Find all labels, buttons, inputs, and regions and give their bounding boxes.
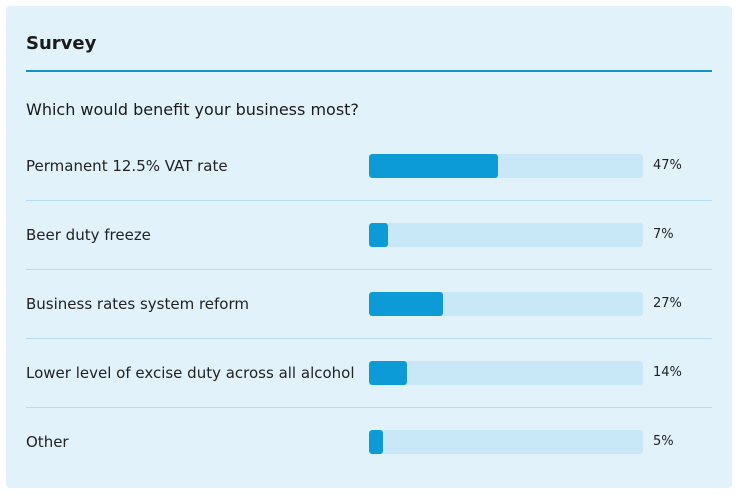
option-label: Other xyxy=(26,433,69,451)
option-label: Business rates system reform xyxy=(26,295,250,313)
survey-question: Which would benefit your business most? xyxy=(26,100,359,119)
survey-options: Permanent 12.5% VAT rate 47% Beer duty f… xyxy=(26,132,712,477)
result-bar-track xyxy=(369,223,643,247)
survey-option[interactable]: Permanent 12.5% VAT rate 47% xyxy=(26,132,712,201)
result-bar-track xyxy=(369,430,643,454)
survey-option[interactable]: Other 5% xyxy=(26,408,712,477)
title-divider xyxy=(26,70,712,72)
result-bar-fill xyxy=(369,223,389,247)
option-label: Beer duty freeze xyxy=(26,226,151,244)
result-bar-fill xyxy=(369,361,408,385)
survey-option[interactable]: Lower level of excise duty across all al… xyxy=(26,339,712,408)
result-bar-fill xyxy=(369,430,383,454)
survey-card: Survey Which would benefit your business… xyxy=(6,6,732,488)
survey-option[interactable]: Business rates system reform 27% xyxy=(26,270,712,339)
option-label: Permanent 12.5% VAT rate xyxy=(26,157,228,175)
option-percent: 14% xyxy=(653,365,682,380)
option-percent: 5% xyxy=(653,434,674,449)
option-percent: 7% xyxy=(653,227,674,242)
survey-option[interactable]: Beer duty freeze 7% xyxy=(26,201,712,270)
option-label: Lower level of excise duty across all al… xyxy=(26,364,355,382)
result-bar-fill xyxy=(369,292,443,316)
option-percent: 27% xyxy=(653,296,682,311)
option-percent: 47% xyxy=(653,158,682,173)
result-bar-fill xyxy=(369,154,498,178)
result-bar-track xyxy=(369,292,643,316)
result-bar-track xyxy=(369,154,643,178)
result-bar-track xyxy=(369,361,643,385)
survey-title: Survey xyxy=(26,33,97,54)
